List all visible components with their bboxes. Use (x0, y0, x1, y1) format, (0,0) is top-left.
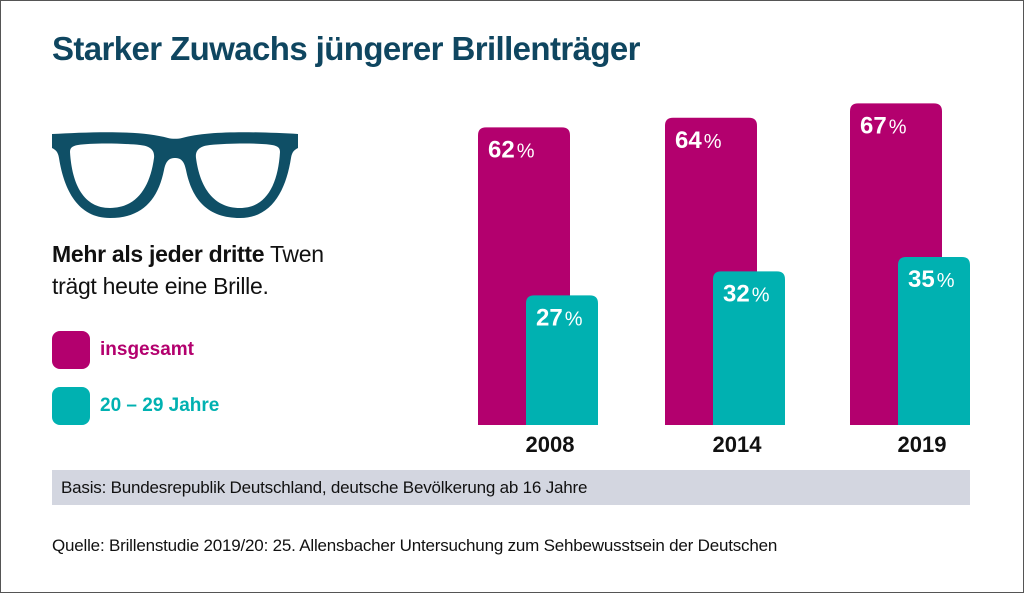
source-note: Quelle: Brillenstudie 2019/20: 25. Allen… (52, 536, 778, 555)
glasses-icon (52, 132, 298, 218)
bar-chart: 62 % 27 % 2008 64 % 32 % 2014 67 % 35 % 2019 (478, 103, 970, 457)
data-label-20-29-jahre-2014: 32% (723, 280, 770, 307)
chart-title: Starker Zuwachs jüngerer Brillenträger (52, 30, 641, 67)
x-tick-label-2014: 2014 (713, 432, 763, 457)
legend-item-20-29-jahre: 20 – 29 Jahre (52, 387, 219, 425)
legend-label-20-29-jahre: 20 – 29 Jahre (100, 395, 220, 416)
bar-20-29-jahre-2019 (898, 257, 970, 425)
legend-swatch-20-29-jahre (52, 387, 90, 425)
bar-20-29-jahre-2014 (713, 271, 785, 425)
legend-swatch-insgesamt (52, 331, 90, 369)
subtitle-normal: Twen (264, 241, 324, 267)
subtitle-line2: trägt heute eine Brille. (52, 273, 269, 299)
x-tick-label-2008: 2008 (526, 432, 575, 457)
legend-item-insgesamt: insgesamt (52, 331, 194, 369)
subtitle-bold: Mehr als jeder dritte (52, 241, 265, 267)
data-label-20-29-jahre-2019: 35% (908, 266, 955, 293)
x-tick-label-2019: 2019 (898, 432, 947, 457)
data-label-insgesamt-2019: 67% (860, 112, 907, 139)
data-label-insgesamt-2014: 64% (675, 127, 722, 154)
bar-20-29-jahre-2008 (526, 295, 598, 425)
basis-note: Basis: Bundesrepublik Deutschland, deuts… (52, 470, 970, 505)
data-label-insgesamt-2008: 62% (488, 136, 535, 163)
data-label-20-29-jahre-2008: 27% (536, 304, 583, 331)
legend-label-insgesamt: insgesamt (100, 339, 194, 360)
subtitle: Mehr als jeder dritte Twen trägt heute e… (52, 238, 324, 302)
